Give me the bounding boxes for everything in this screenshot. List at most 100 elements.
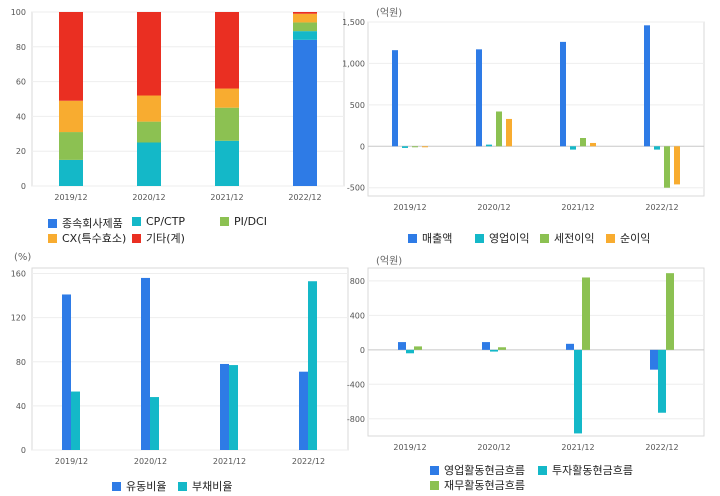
legend-swatch (112, 481, 121, 491)
bar (412, 146, 418, 148)
legend-swatch (540, 233, 549, 243)
y-tick-label: 1,500 (342, 18, 365, 27)
legend-label: 기타(계) (146, 232, 185, 245)
x-tick-label: 2019/12 (393, 443, 426, 452)
legend-item[interactable]: CP/CTP (132, 215, 185, 228)
y-tick-label: 0 (21, 182, 26, 191)
y-tick-label: 0 (360, 346, 365, 355)
bar-segment (293, 22, 317, 32)
legend-swatch (48, 233, 57, 243)
bar (299, 371, 308, 450)
legend-swatch (408, 233, 417, 243)
bar (62, 294, 71, 450)
legend-label: 재무활동현금흐름 (444, 479, 525, 492)
y-tick-label: 20 (16, 147, 26, 156)
legend-item[interactable]: 부채비율 (178, 478, 232, 494)
legend-swatch (430, 465, 439, 475)
bar-segment (59, 159, 83, 186)
bar (490, 349, 498, 352)
x-tick-label: 2020/12 (134, 457, 167, 466)
ratio-legend: 유동비율 부채비율 (0, 248, 360, 496)
income-chart-panel: (억원) -500 0 500 1,000 1,500 2019/12 2020/12 202… (342, 0, 720, 248)
bar (498, 347, 506, 350)
legend-item[interactable]: 세전이익 (540, 230, 594, 246)
legend-item[interactable]: 재무활동현금흐름 (430, 477, 525, 493)
bar (590, 142, 596, 147)
plot-area (367, 267, 705, 437)
x-tick-label: 2019/12 (55, 457, 88, 466)
bar (476, 49, 482, 147)
x-tick-label: 2020/12 (477, 443, 510, 452)
plot-area (31, 11, 345, 187)
y-tick-label: -500 (347, 184, 365, 193)
legend-label: 영업이익 (489, 232, 530, 245)
legend-item[interactable]: PI/DCI (220, 215, 267, 228)
y-tick-label: 60 (16, 78, 26, 87)
bar (506, 118, 512, 147)
y-tick-label: 40 (16, 112, 26, 121)
ratio-chart-panel: (%) 0 40 80 120 160 2019/12 2020/12 2021/12 2022… (0, 248, 360, 496)
y-tick-label: 400 (350, 311, 365, 320)
legend-swatch (132, 217, 141, 226)
legend-item[interactable]: 순이익 (606, 230, 650, 246)
ratio-chart-unit: (%) (14, 252, 32, 263)
y-tick-label: 0 (21, 446, 26, 455)
bar-segment (293, 31, 317, 40)
bar (666, 273, 674, 350)
bar (664, 146, 670, 188)
bar (229, 365, 238, 450)
legend-item[interactable]: 영업활동현금흐름 (430, 462, 525, 478)
bar (71, 391, 80, 450)
bar-segment (215, 140, 239, 186)
y-tick-label: 100 (11, 8, 26, 17)
legend-item[interactable]: 매출액 (408, 230, 452, 246)
legend-item[interactable]: 투자활동현금흐름 (538, 462, 633, 478)
bar-segment (59, 132, 83, 160)
bar (398, 342, 406, 350)
legend-label: PI/DCI (234, 215, 267, 228)
bar (392, 50, 398, 147)
legend-swatch (538, 465, 547, 475)
bar (402, 146, 408, 148)
legend-item[interactable]: 유동비율 (112, 478, 166, 494)
legend-swatch (606, 233, 615, 243)
x-tick-label: 2022/12 (288, 193, 321, 202)
legend-swatch (220, 217, 229, 226)
legend-item[interactable]: CX(특수효소) (48, 230, 126, 246)
bar-segment (137, 142, 161, 186)
income-legend: 매출액 영업이익 세전이익 순이익 (360, 0, 720, 248)
income-chart-unit: (억원) (376, 8, 403, 19)
legend-label: CX(특수효소) (62, 232, 127, 245)
bar-segment (215, 107, 239, 141)
x-tick-label: 2022/12 (645, 203, 678, 212)
bar (570, 146, 576, 150)
bar-segment (59, 12, 83, 101)
ratio-chart: 0 40 80 120 160 2019/12 2020/12 2021/12 2022/12 (11, 267, 349, 466)
y-tick-label: 120 (11, 314, 26, 323)
y-tick-label: 80 (16, 358, 26, 367)
legend-label: 종속회사제품 (62, 217, 123, 230)
legend-label: 유동비율 (126, 480, 167, 493)
legend-label: 투자활동현금흐름 (552, 464, 633, 477)
x-tick-label: 2021/12 (213, 457, 246, 466)
legend-label: CP/CTP (146, 215, 186, 228)
y-tick-label: 40 (16, 402, 26, 411)
x-tick-label: 2019/12 (54, 193, 87, 202)
bar-segment (215, 12, 239, 89)
legend-swatch (132, 233, 141, 243)
bar (560, 41, 566, 147)
bar (482, 342, 490, 350)
legend-label: 순이익 (620, 232, 651, 245)
bar (580, 138, 586, 147)
composition-legend: 종속회사제품 CP/CTP PI/DCI CX(특수효소) 기타(계) (0, 0, 360, 248)
bar-segment (137, 95, 161, 122)
cashflow-chart: -800 -400 0 400 800 2019/12 2020/12 2021/12 2022… (347, 267, 705, 452)
legend-item[interactable]: 영업이익 (475, 230, 529, 246)
legend-swatch (430, 480, 439, 490)
legend-item[interactable]: 종속회사제품 (48, 215, 123, 231)
x-tick-label: 2022/12 (292, 457, 325, 466)
bar (486, 144, 492, 147)
x-tick-label: 2020/12 (132, 193, 165, 202)
legend-item[interactable]: 기타(계) (132, 230, 185, 246)
